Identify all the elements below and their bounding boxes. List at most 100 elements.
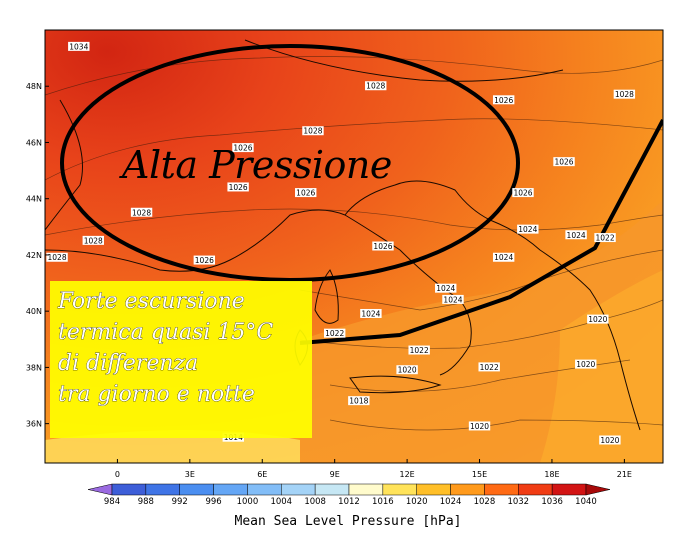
colorbar-segment xyxy=(416,483,451,496)
colorbar-tick-label: 1028 xyxy=(474,497,496,507)
headline-alta-pressione: Alta Pressione xyxy=(119,143,392,187)
callout-text: Forte escursione termica quasi 15°C di dif… xyxy=(57,289,274,408)
isobar-label: 1028 xyxy=(46,252,68,262)
colorbar-tick-label: 1036 xyxy=(541,497,563,507)
colorbar: 984 988 992 996 1000 1004 1008 1012 1016 1020 1024… xyxy=(87,483,611,507)
isobar-label-text: 1028 xyxy=(366,82,385,91)
colorbar-segment xyxy=(179,483,214,496)
colorbar-tick-label: 1000 xyxy=(237,497,259,507)
isobar-label: 1024 xyxy=(492,252,515,262)
isobar-label: 1028 xyxy=(613,89,636,99)
isobar-label-bg xyxy=(68,41,90,51)
callout-line-1: Forte escursione xyxy=(57,289,245,314)
isobar-label-bg xyxy=(442,294,464,304)
isobar-label-bg xyxy=(232,143,254,153)
isobar-label: 1026 xyxy=(372,241,394,251)
colorbar-tick-label: 1004 xyxy=(270,497,292,507)
colorbar-tick-label: 1032 xyxy=(507,497,529,507)
isobar-labels: 1034 1028 1026 1028 1028 1026 1026 1026 1026 1028… xyxy=(46,41,636,445)
isobar-label-bg xyxy=(599,435,621,445)
isobar-label: 1034 xyxy=(68,41,90,51)
isobar-label: 1020 xyxy=(575,359,597,369)
isobar-label: 1026 xyxy=(512,188,534,198)
colorbar-segment xyxy=(348,483,384,496)
isobar-label-bg xyxy=(365,81,387,91)
isobar-label: 1020 xyxy=(396,365,418,375)
front-line xyxy=(299,119,663,345)
lat-label-36N: 36N xyxy=(26,420,42,429)
colorbar-tick-label: 1012 xyxy=(338,497,360,507)
isobar-label-bg xyxy=(478,362,500,372)
isobar-label-bg xyxy=(396,365,418,375)
isobar-label-bg xyxy=(130,207,153,217)
lat-label-44N: 44N xyxy=(26,195,42,204)
colorbar-segment xyxy=(551,483,587,496)
colorbar-tick-label: 996 xyxy=(205,497,221,507)
isobar-label: 1022 xyxy=(323,328,346,338)
isobar-label-text: 1024 xyxy=(443,295,462,304)
lon-label-6E: 6E xyxy=(257,470,267,479)
isobar-label: 1026 xyxy=(193,255,216,265)
isobar-label-bg xyxy=(82,235,104,245)
lon-label-0: 0 xyxy=(115,470,120,479)
colorbar-segment xyxy=(281,483,316,496)
isobar-label-bg xyxy=(360,308,382,318)
lat-label-38N: 38N xyxy=(26,363,42,372)
isobar-label-bg xyxy=(565,230,587,240)
colorbar-title: Mean Sea Level Pressure [hPa] xyxy=(235,514,462,529)
isobar-label-text: 1024 xyxy=(361,309,380,318)
colorbar-tick-label: 984 xyxy=(104,497,120,507)
isobar-label: 1024 xyxy=(565,230,587,240)
high-pressure-ellipse xyxy=(60,44,520,282)
isobar-label: 1020 xyxy=(599,435,621,445)
isobar-label-bg xyxy=(302,126,324,136)
isobar-label-text: 1024 xyxy=(494,253,513,262)
isobar-label-text: 1020 xyxy=(398,366,417,375)
isobar-label-text: 1022 xyxy=(325,329,344,338)
callout-line-4: tra giorno e notte xyxy=(58,382,255,407)
colorbar-tick-label: 1008 xyxy=(304,497,326,507)
isobar-label-text: 1020 xyxy=(588,315,607,324)
isobar-label-text: 1022 xyxy=(410,346,429,355)
colorbar-segment xyxy=(484,483,519,496)
isobar-label: 1024 xyxy=(360,308,382,318)
isobar-label-bg xyxy=(492,252,515,262)
isobar-label-bg xyxy=(227,182,249,192)
isobar-label-bg xyxy=(613,89,636,99)
isobar-label: 1028 xyxy=(82,235,104,245)
isobar-label-bg xyxy=(594,233,616,243)
isobar-label: 1026 xyxy=(227,182,249,192)
isobar-label: 1022 xyxy=(594,233,616,243)
isobar-label: 1022 xyxy=(408,345,430,355)
isobar-label-bg xyxy=(372,241,394,251)
colorbar-segment xyxy=(518,483,553,496)
isobar-label-bg xyxy=(512,188,534,198)
isobar-label: 1018 xyxy=(348,396,370,406)
isobar-label-text: 1026 xyxy=(494,96,513,105)
isobar-label-bg xyxy=(435,283,457,293)
isobar-label: 1026 xyxy=(553,157,575,167)
isobar-label: 1026 xyxy=(232,143,254,153)
isobar-label-text: 1026 xyxy=(233,144,252,153)
isobar-label-bg xyxy=(408,345,430,355)
isobar-label: 1020 xyxy=(468,421,491,431)
colorbar-segment xyxy=(247,483,282,496)
lon-label-21E: 21E xyxy=(617,470,632,479)
isobar-label: 1026 xyxy=(295,188,317,198)
isobar-label-text: 1024 xyxy=(567,231,586,240)
isobar-label-bg xyxy=(46,252,68,262)
colorbar-tick-label: 1016 xyxy=(372,497,394,507)
callout-line-3: di differenza xyxy=(58,351,198,376)
longitude-labels: 0 3E 6E 9E 12E 15E 18E 21E xyxy=(115,459,632,479)
isobar-label-bg xyxy=(575,359,597,369)
colorbar-tick-label: 992 xyxy=(172,497,188,507)
isobar-label-text: 1026 xyxy=(195,256,214,265)
isobar-label-bg xyxy=(348,396,370,406)
isobar-label-text: 1028 xyxy=(615,90,634,99)
latitude-labels: 48N 46N 44N 42N 40N 38N 36N xyxy=(26,82,49,429)
colorbar-segment xyxy=(382,483,417,496)
isobar-label-text: 1028 xyxy=(132,208,151,217)
coastlines xyxy=(45,39,641,431)
isobar-label-text: 1018 xyxy=(349,397,368,406)
